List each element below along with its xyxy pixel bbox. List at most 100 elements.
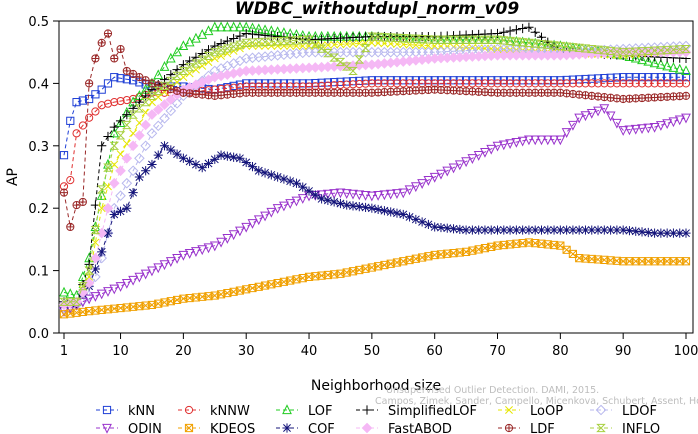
data-point-inflo xyxy=(310,40,321,49)
data-point-cof xyxy=(618,225,628,235)
data-point-knnw xyxy=(619,79,628,88)
data-point-inflo xyxy=(455,35,465,44)
legend-label: kNN xyxy=(128,404,155,419)
data-point-knn xyxy=(593,74,603,83)
data-point-odin xyxy=(379,190,390,201)
data-point-odin xyxy=(209,241,220,252)
series-line-knn xyxy=(63,76,686,156)
legend-label: SimplifiedLOF xyxy=(388,404,477,419)
data-point-cof xyxy=(656,228,666,238)
data-point-knnw xyxy=(66,176,75,185)
data-point-odin xyxy=(285,199,296,209)
data-point-odin xyxy=(140,269,151,280)
data-point-simplifiedlof xyxy=(229,33,239,44)
data-point-knnw xyxy=(524,79,534,88)
data-point-odin xyxy=(266,207,277,218)
data-point-simplifiedlof xyxy=(530,27,540,37)
data-point-knn xyxy=(524,76,534,85)
y-axis-label: AP xyxy=(5,168,21,186)
data-point-inflo xyxy=(235,40,245,49)
data-point-inflo xyxy=(272,37,283,46)
data-point-inflo xyxy=(411,34,421,43)
legend-item-simplifiedlof: SimplifiedLOF xyxy=(356,404,477,419)
data-point-odin xyxy=(662,119,673,130)
data-point-cof xyxy=(273,172,283,182)
data-point-cof xyxy=(222,151,232,161)
data-point-inflo xyxy=(379,33,390,42)
data-point-cof xyxy=(499,225,509,235)
data-point-cof xyxy=(423,219,434,230)
data-point-knn xyxy=(85,94,94,104)
data-point-knnw xyxy=(681,79,691,88)
data-point-ldof xyxy=(228,58,239,69)
data-point-knn xyxy=(405,76,414,85)
data-point-inflo xyxy=(178,66,189,76)
data-point-inflo xyxy=(329,53,339,62)
data-point-cof xyxy=(593,225,603,235)
data-point-odin xyxy=(103,287,113,297)
y-axis: 0.0 0.1 0.2 0.3 0.4 0.5 xyxy=(28,15,59,342)
data-point-lof xyxy=(655,58,666,69)
data-point-lof xyxy=(153,69,164,80)
data-point-inflo xyxy=(662,45,672,55)
legend-label: INFLO xyxy=(622,422,660,434)
legend-item-cof: COF xyxy=(276,422,335,434)
data-point-odin xyxy=(436,169,446,180)
data-point-knn xyxy=(386,76,395,85)
data-point-knnw xyxy=(575,79,584,88)
data-point-inflo xyxy=(461,35,471,44)
data-point-lof xyxy=(159,61,170,71)
data-point-inflo xyxy=(618,48,628,57)
data-point-fastabod xyxy=(146,109,158,120)
data-point-cof xyxy=(436,222,446,233)
data-point-knn xyxy=(531,76,540,85)
data-point-odin xyxy=(599,104,610,115)
data-point-knnw xyxy=(644,79,653,88)
data-point-odin xyxy=(216,237,226,248)
chart-title: WDBC_withoutdupl_norm_v09 xyxy=(235,0,520,19)
data-point-odin xyxy=(191,247,201,257)
legend-marker-inflo xyxy=(596,423,606,433)
data-point-cof xyxy=(486,225,496,235)
data-point-cof xyxy=(562,225,572,235)
data-point-fastabod xyxy=(127,140,139,152)
series-line-cof xyxy=(63,145,686,306)
data-point-odin xyxy=(681,113,691,124)
data-point-cof xyxy=(392,208,402,218)
data-point-odin xyxy=(555,135,566,146)
data-point-cof xyxy=(197,163,207,173)
legend-marker-ldof xyxy=(595,404,607,416)
data-point-knn xyxy=(587,74,596,83)
legend-label: LoOP xyxy=(530,404,563,419)
data-point-inflo xyxy=(304,35,314,44)
legend-item-knn: kNN xyxy=(96,404,155,419)
y-tick-label: 0.5 xyxy=(28,15,49,30)
data-point-knnw xyxy=(675,79,684,88)
data-point-odin xyxy=(492,141,503,152)
legend-marker-simplifiedlof xyxy=(362,405,372,415)
data-point-inflo xyxy=(392,33,402,42)
data-point-lof xyxy=(222,21,233,32)
data-point-inflo xyxy=(637,47,647,56)
data-point-cof xyxy=(279,174,289,184)
data-point-inflo xyxy=(348,66,358,76)
x-axis-label: Neighborhood size xyxy=(311,378,441,394)
data-point-odin xyxy=(567,120,578,131)
legend-marker-lof xyxy=(282,404,292,415)
data-point-cof xyxy=(323,195,333,205)
data-point-inflo xyxy=(266,37,277,46)
data-point-knnw xyxy=(367,79,376,88)
data-point-lof xyxy=(662,60,673,71)
data-point-cof xyxy=(574,225,584,235)
data-point-odin xyxy=(398,188,409,199)
legend-item-inflo: INFLO xyxy=(590,422,660,434)
data-point-odin xyxy=(611,118,622,129)
data-point-cof xyxy=(398,209,408,220)
data-point-odin xyxy=(159,260,170,271)
data-point-knnw xyxy=(600,79,609,88)
data-point-cof xyxy=(461,225,471,235)
data-point-inflo xyxy=(216,46,226,55)
data-point-simplifiedlof xyxy=(247,29,258,39)
data-point-inflo xyxy=(90,225,101,235)
